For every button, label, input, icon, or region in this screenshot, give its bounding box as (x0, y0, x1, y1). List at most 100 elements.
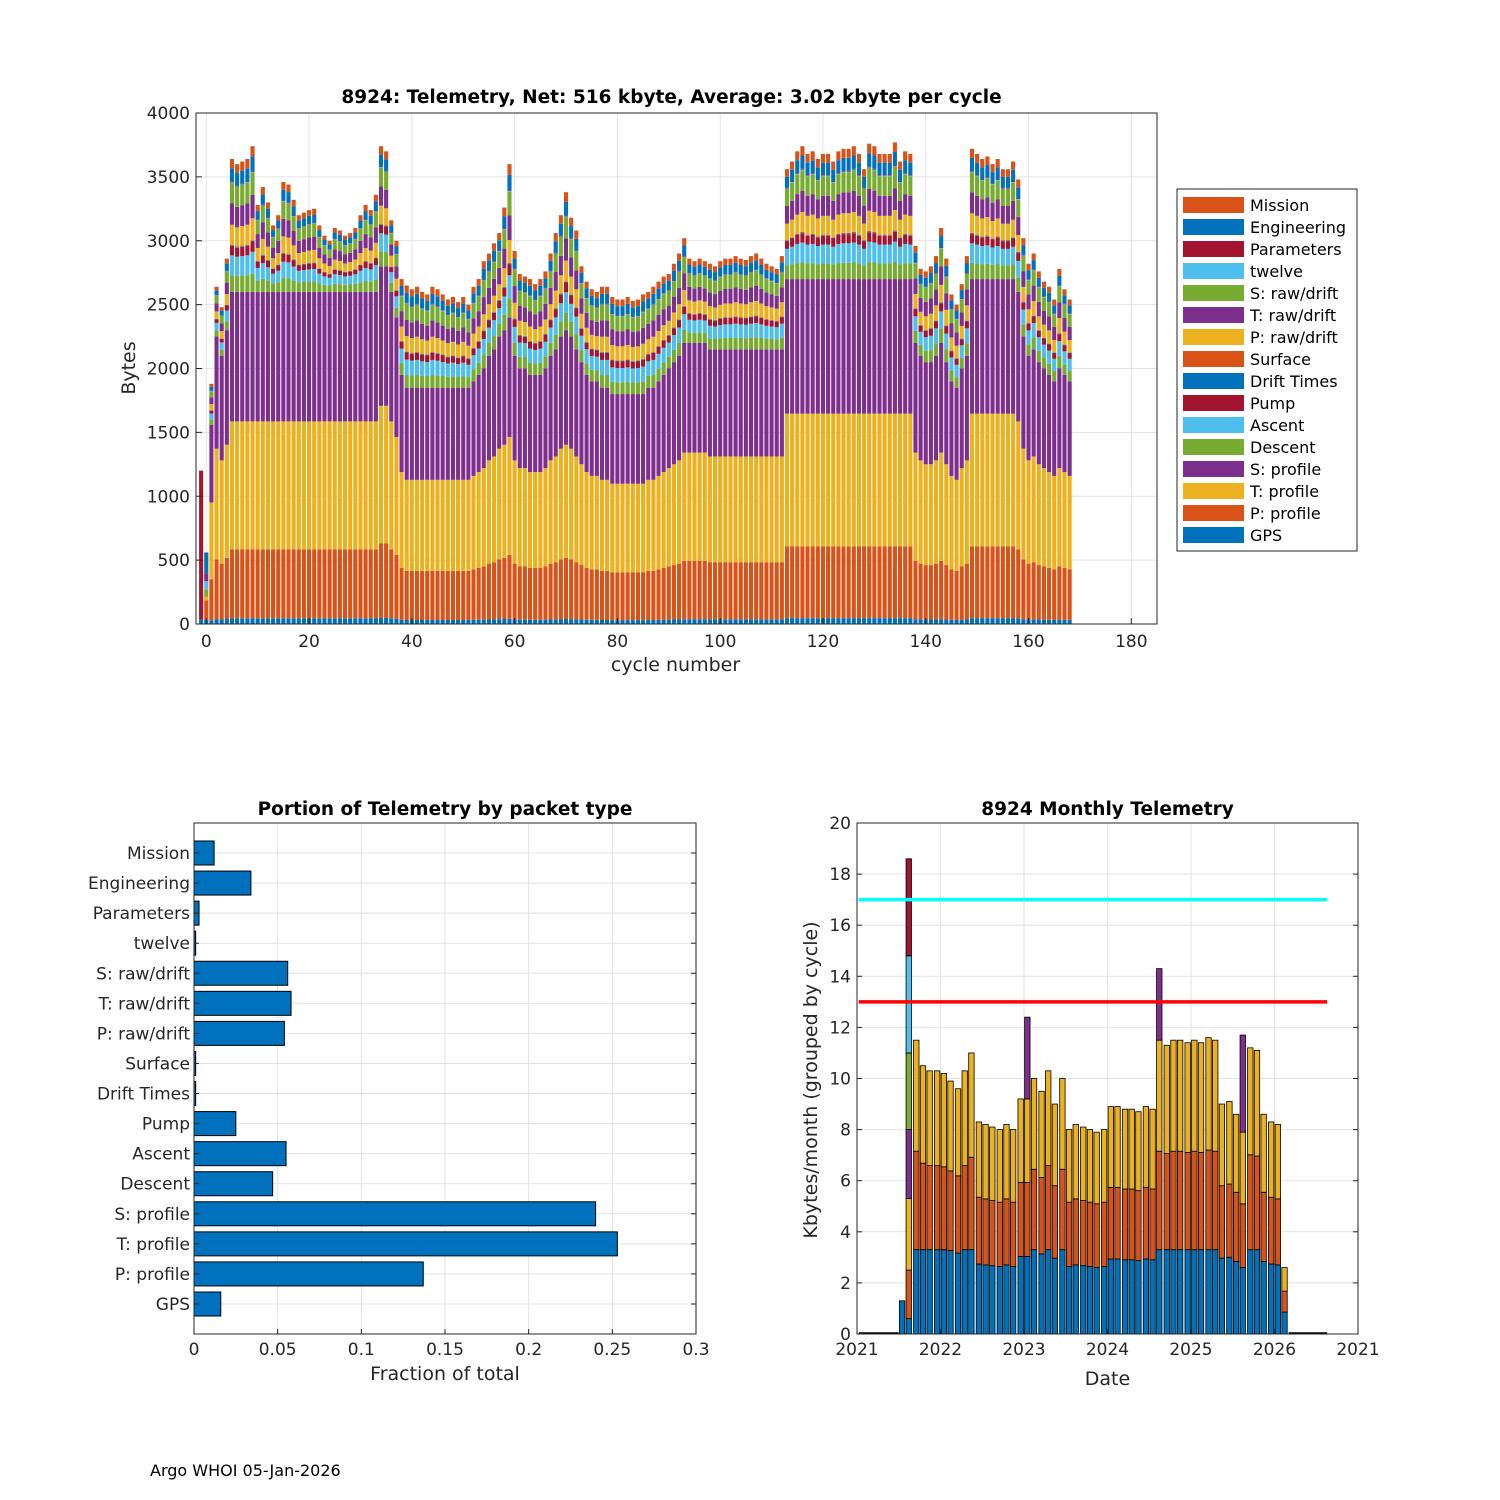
bar-segment (512, 302, 517, 319)
bar-segment (337, 284, 342, 292)
bar-segment (456, 364, 461, 377)
bar-segment (805, 162, 810, 176)
bar-segment (779, 562, 784, 620)
bar-segment (913, 278, 918, 294)
bar-segment (394, 317, 399, 437)
bar-segment (656, 315, 661, 331)
bar-segment (229, 168, 235, 182)
bar-segment (964, 256, 969, 264)
bar-segment (748, 272, 754, 288)
bl-category-label: twelve (134, 934, 190, 954)
bar-segment (635, 572, 641, 621)
bar-segment (913, 619, 918, 624)
bar-segment (928, 335, 933, 351)
bar-segment (492, 262, 497, 279)
top-ytick-label: 0 (179, 615, 190, 635)
bar-segment (1226, 1101, 1233, 1185)
bar-segment (527, 374, 533, 473)
bar-segment (322, 239, 327, 246)
bar-segment (1268, 1263, 1275, 1335)
bar-segment (456, 376, 461, 388)
bar-segment (826, 263, 831, 280)
bar-segment (296, 618, 301, 624)
bar-segment (296, 282, 301, 292)
bar-segment (265, 260, 271, 268)
bl-xlabel: Fraction of total (370, 1363, 520, 1385)
bar-segment (481, 468, 486, 567)
bar-segment (826, 195, 831, 216)
bar-segment (569, 295, 574, 304)
bar-segment (260, 255, 265, 264)
br-ytick-label: 16 (829, 916, 851, 936)
bar-segment (450, 362, 456, 377)
bar-segment (579, 298, 584, 314)
bar-segment (502, 557, 507, 620)
bar-segment (872, 170, 877, 191)
bar-segment (445, 619, 450, 624)
bar-segment (507, 191, 512, 216)
bar-segment (625, 314, 630, 330)
bar-segment (1247, 1249, 1254, 1335)
bar-segment (1260, 1191, 1267, 1262)
bar-segment (620, 368, 625, 383)
bar-segment (420, 361, 425, 376)
bar-segment (892, 261, 897, 280)
bar-segment (1036, 316, 1041, 330)
bar-segment (851, 155, 856, 169)
bar-segment (450, 479, 456, 571)
bar-segment (661, 567, 666, 620)
bar-segment (209, 410, 214, 414)
bar-segment (913, 342, 918, 453)
bar-segment (748, 562, 754, 620)
bar-segment (867, 231, 872, 233)
bar-segment (1051, 1257, 1059, 1335)
bar-segment (697, 332, 702, 343)
bar-segment (378, 251, 384, 267)
bar-segment (877, 153, 882, 163)
bar-segment (908, 234, 913, 236)
bar-segment (327, 240, 332, 245)
bar-segment (255, 247, 260, 262)
bar-segment (553, 272, 558, 291)
bar-segment (743, 324, 748, 339)
bar-segment (712, 562, 718, 620)
top-bar-cycle-15 (281, 181, 286, 624)
bar-segment (748, 349, 754, 457)
bar-segment (471, 293, 476, 303)
bar-segment (831, 279, 836, 414)
bar-segment (1205, 1037, 1212, 1151)
bar-segment (779, 262, 784, 272)
bar-segment (836, 173, 841, 175)
bar-segment (445, 363, 450, 377)
bar-segment (420, 354, 425, 362)
bar-segment (1062, 472, 1067, 568)
bar-segment (913, 316, 918, 331)
bar-segment (527, 311, 533, 327)
bar-segment (1011, 182, 1016, 201)
bar-segment (1026, 330, 1031, 345)
bar-segment (677, 271, 682, 288)
top-bar-cycle-94 (687, 258, 692, 624)
bar-segment (702, 452, 707, 561)
bar-segment (558, 303, 563, 322)
bar-segment (255, 549, 260, 619)
bar-segment (276, 291, 281, 422)
bar-segment (492, 619, 497, 624)
bar-segment (558, 321, 563, 337)
legend-swatch (1183, 241, 1244, 257)
bar-segment (1177, 1249, 1184, 1335)
bar-segment (1052, 305, 1057, 314)
bar-segment (522, 293, 527, 308)
top-bar-cycle-34 (378, 146, 384, 624)
bar-segment (877, 235, 882, 245)
bar-segment (378, 405, 384, 544)
bar-segment (1062, 304, 1067, 318)
bar-segment (301, 226, 306, 240)
bar-segment (975, 215, 980, 235)
bar-segment (1239, 1034, 1246, 1133)
bar-segment (738, 258, 743, 265)
bar-segment (990, 279, 995, 414)
bar-segment (996, 1266, 1003, 1335)
bar-segment (574, 456, 579, 563)
br-bar-month (996, 1129, 1003, 1335)
